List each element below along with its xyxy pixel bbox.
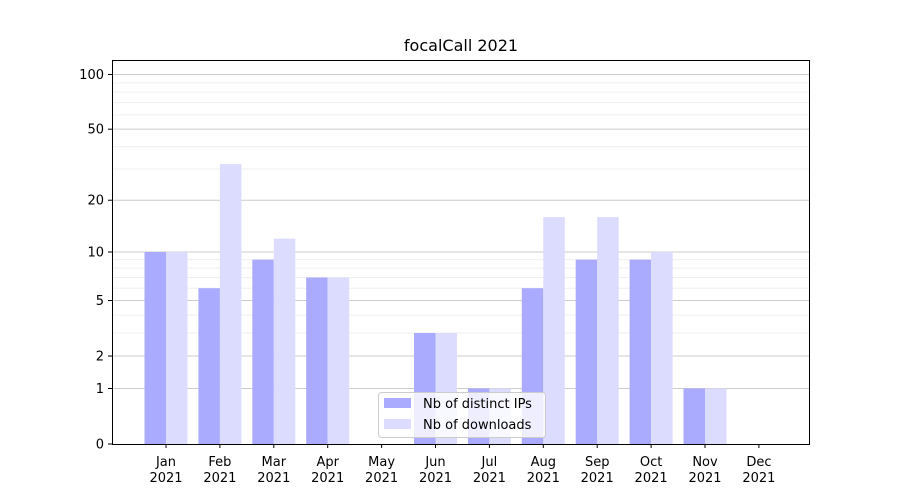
x-tick-label-month: Mar <box>262 455 287 470</box>
x-tick-label-year: 2021 <box>149 471 182 486</box>
x-tick-label-month: Apr <box>316 455 339 470</box>
x-tick-label-month: Sep <box>585 455 610 470</box>
y-tick-label: 100 <box>79 68 104 83</box>
legend: Nb of distinct IPs Nb of downloads <box>378 392 546 438</box>
bar-downloads <box>219 164 242 444</box>
x-tick-label-month: Jul <box>481 455 498 470</box>
bar-downloads <box>327 277 350 444</box>
bar-distinct-ips <box>306 277 328 444</box>
y-axis: 0 1 2 5 10 20 50 100 <box>79 68 112 453</box>
legend-swatch <box>384 398 411 408</box>
x-tick-label-year: 2021 <box>311 471 344 486</box>
x-tick-label-year: 2021 <box>257 471 290 486</box>
x-tick-label-month: Jan <box>155 455 176 470</box>
x-tick-label-year: 2021 <box>635 471 668 486</box>
x-tick-label-year: 2021 <box>419 471 452 486</box>
x-axis: Jan2021Feb2021Mar2021Apr2021May2021Jun20… <box>149 444 775 486</box>
bar-distinct-ips <box>683 388 705 444</box>
y-tick-label: 0 <box>96 438 104 453</box>
x-tick-label-year: 2021 <box>527 471 560 486</box>
legend-label: Nb of distinct IPs <box>423 397 532 412</box>
x-tick-label-month: Dec <box>746 455 771 470</box>
y-tick-label: 10 <box>87 246 104 261</box>
bar-downloads <box>705 388 727 444</box>
y-tick-label: 5 <box>96 294 104 309</box>
x-tick-label-month: Aug <box>531 455 556 470</box>
plot-frame <box>112 60 810 445</box>
bar-downloads <box>651 252 673 444</box>
x-tick-label-month: Oct <box>640 455 662 470</box>
bar-distinct-ips <box>144 252 166 444</box>
x-tick-label-year: 2021 <box>365 471 398 486</box>
x-tick-label-month: Nov <box>692 455 718 470</box>
legend-swatch <box>384 419 411 429</box>
bar-downloads <box>273 238 296 444</box>
bar-downloads <box>166 252 188 444</box>
y-tick-label: 1 <box>96 382 104 397</box>
x-tick-label-month: May <box>368 455 395 470</box>
x-tick-label-year: 2021 <box>688 471 721 486</box>
bar-distinct-ips <box>629 259 652 444</box>
legend-label: Nb of downloads <box>423 418 532 433</box>
y-tick-label: 20 <box>87 194 104 209</box>
x-tick-label-year: 2021 <box>203 471 236 486</box>
bar-downloads <box>597 217 619 444</box>
y-tick-label: 2 <box>96 350 104 365</box>
x-tick-label-month: Jun <box>424 455 445 470</box>
bar-distinct-ips <box>252 259 274 444</box>
chart-title: focalCall 2021 <box>404 36 518 55</box>
legend-box <box>378 392 546 438</box>
x-tick-label-month: Feb <box>208 455 231 470</box>
x-tick-label-year: 2021 <box>473 471 506 486</box>
y-tick-label: 50 <box>87 123 104 138</box>
bar-distinct-ips <box>198 288 220 444</box>
x-tick-label-year: 2021 <box>581 471 614 486</box>
bar-distinct-ips <box>575 259 598 444</box>
x-tick-label-year: 2021 <box>742 471 775 486</box>
bar-downloads <box>543 217 565 444</box>
